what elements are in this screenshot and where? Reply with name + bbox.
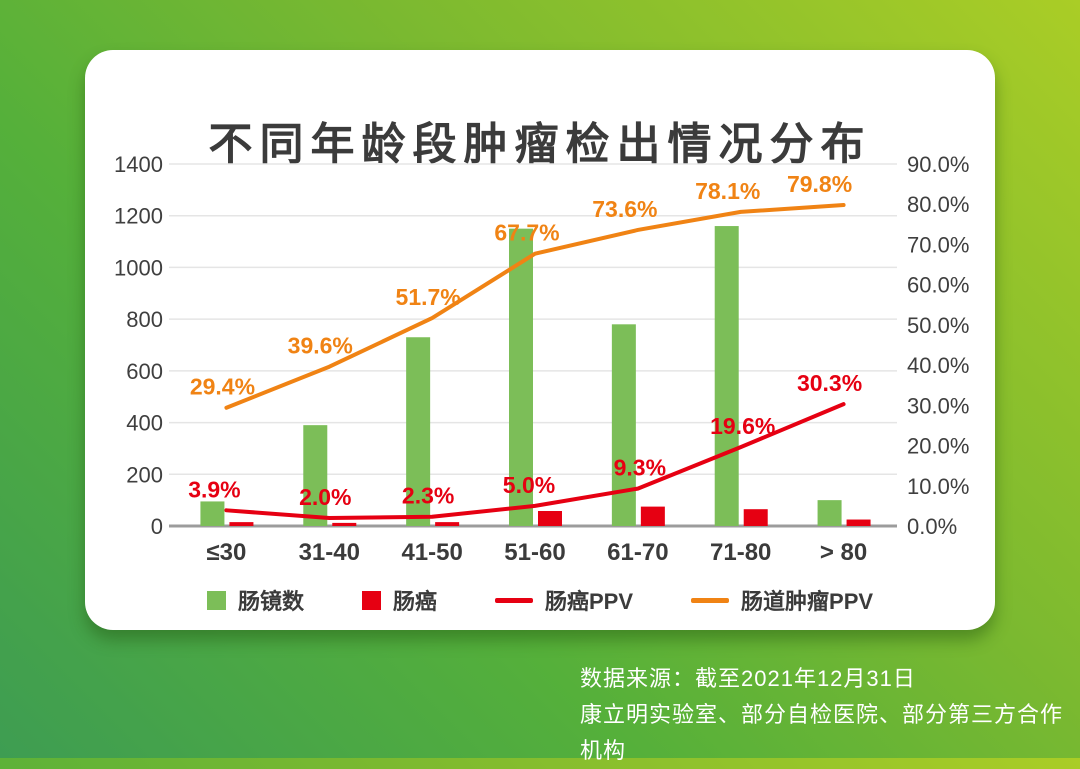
data-source-line1: 数据来源：截至2021年12月31日 [580, 666, 916, 691]
legend-swatch-square [206, 590, 226, 610]
right-axis-tick: 90.0% [907, 152, 969, 177]
bar-cancer [435, 522, 460, 526]
left-axis-tick: 800 [126, 307, 163, 332]
bar-colonoscopy [303, 425, 328, 526]
bar-colonoscopy [611, 324, 636, 526]
tumor-detection-chart: 0 200 400 600 800 1000 1200 1400 0.0% 10.0% 20.0% 3… [114, 152, 969, 566]
bar-colonoscopy [714, 226, 739, 527]
ppv-point-label: 39.6% [288, 333, 353, 359]
ppv-point-label: 73.6% [592, 196, 657, 222]
left-axis-tick: 400 [126, 411, 163, 436]
ppv-point-label: 9.3% [614, 455, 666, 481]
right-axis-tick: 80.0% [907, 192, 969, 217]
chart-card: 不同年龄段肿瘤检出情况分布 0 200 400 600 800 1000 1200 1400 0… [85, 50, 995, 630]
x-axis-category: 61-70 [607, 539, 668, 566]
bars-colorectal-cancer [229, 506, 871, 526]
bar-colonoscopy [817, 500, 842, 526]
bar-cancer [538, 511, 562, 526]
bar-colonoscopy [509, 228, 533, 526]
ppv-point-label: 5.0% [503, 472, 555, 498]
ppv-point-label: 2.3% [402, 483, 454, 509]
legend-label: 肠癌 [392, 589, 437, 614]
x-axis-category: ≤30 [206, 539, 246, 566]
left-axis-tick: 1200 [114, 204, 163, 229]
ppv-point-label: 3.9% [188, 476, 240, 502]
right-axis-tick: 20.0% [907, 434, 969, 459]
legend-swatch-line [494, 597, 533, 603]
bar-cancer [332, 522, 357, 526]
legend-item-bar: 肠镜数 [206, 584, 304, 616]
left-axis-tick: 1000 [114, 255, 163, 280]
right-axis-tick: 70.0% [907, 232, 969, 257]
ppv-point-label: 79.8% [787, 171, 852, 197]
bar-colonoscopy [406, 337, 431, 526]
x-axis-category: 41-50 [401, 539, 462, 566]
legend-label: 肠道肿瘤PPV [741, 589, 874, 614]
ppv-line [224, 203, 846, 410]
bar-colonoscopy [200, 501, 225, 526]
ppv-point-label: 78.1% [695, 178, 760, 204]
right-axis-labels: 0.0% 10.0% 20.0% 30.0% 40.0% 50.0% 60.0% 70.0% 8… [907, 152, 969, 539]
legend-item-line: 肠道肿瘤PPV [691, 584, 873, 616]
ppv-point-label: 2.0% [299, 484, 351, 510]
left-axis-labels: 0 200 400 600 800 1000 1200 1400 [114, 152, 163, 539]
legend-label: 肠癌PPV [544, 589, 634, 614]
x-axis-category: 71-80 [710, 539, 771, 566]
bar-cancer [743, 509, 768, 526]
legend-item-bar: 肠癌 [361, 584, 437, 616]
left-axis-tick: 0 [151, 514, 163, 539]
right-axis-tick: 50.0% [907, 313, 969, 338]
line-intestinal-tumor-ppv: 29.4% 39.6% 51.7% 67.7% 73.6% 78.1% 79.8% [190, 171, 852, 410]
bars-colonoscopy-count [200, 226, 842, 527]
bar-cancer [846, 519, 871, 526]
legend-swatch-line [691, 597, 730, 603]
right-axis-tick: 40.0% [907, 353, 969, 378]
legend-swatch-square [361, 590, 381, 610]
chart-legend: 肠镜数 肠癌 肠癌PPV 肠道肿瘤PPV [85, 584, 995, 616]
ppv-point-label: 67.7% [494, 220, 559, 246]
legend-item-line: 肠癌PPV [494, 584, 634, 616]
ppv-point-label: 19.6% [710, 413, 775, 439]
data-source-line2: 康立明实验室、部分自检医院、部分第三方合作机构 [580, 702, 1064, 763]
x-axis-category: 31-40 [299, 539, 360, 566]
x-axis-category: 51-60 [504, 539, 565, 566]
ppv-point-label: 51.7% [396, 284, 461, 310]
x-axis-labels: ≤30 31-40 41-50 51-60 61-70 71-80 > 80 [206, 539, 867, 566]
ppv-point-label: 30.3% [797, 370, 862, 396]
bar-cancer [640, 506, 665, 526]
line-cancer-ppv: 3.9% 2.0% 2.3% 5.0% 9.3% 19.6% 30.3% [188, 370, 862, 520]
chart-title: 不同年龄段肿瘤检出情况分布 [208, 120, 872, 169]
right-axis-tick: 10.0% [907, 474, 969, 499]
legend-label: 肠镜数 [237, 589, 304, 614]
right-axis-tick: 30.0% [907, 393, 969, 418]
left-axis-tick: 600 [126, 359, 163, 384]
left-axis-tick: 200 [126, 462, 163, 487]
data-source: 数据来源：截至2021年12月31日 康立明实验室、部分自检医院、部分第三方合作… [580, 661, 1080, 769]
ppv-point-label: 29.4% [190, 374, 255, 400]
left-axis-tick: 1400 [114, 152, 163, 177]
ppv-line [224, 402, 846, 520]
right-axis-tick: 60.0% [907, 273, 969, 298]
right-axis-tick: 0.0% [907, 514, 957, 539]
bar-cancer [229, 522, 254, 526]
x-axis-category: > 80 [820, 539, 867, 566]
